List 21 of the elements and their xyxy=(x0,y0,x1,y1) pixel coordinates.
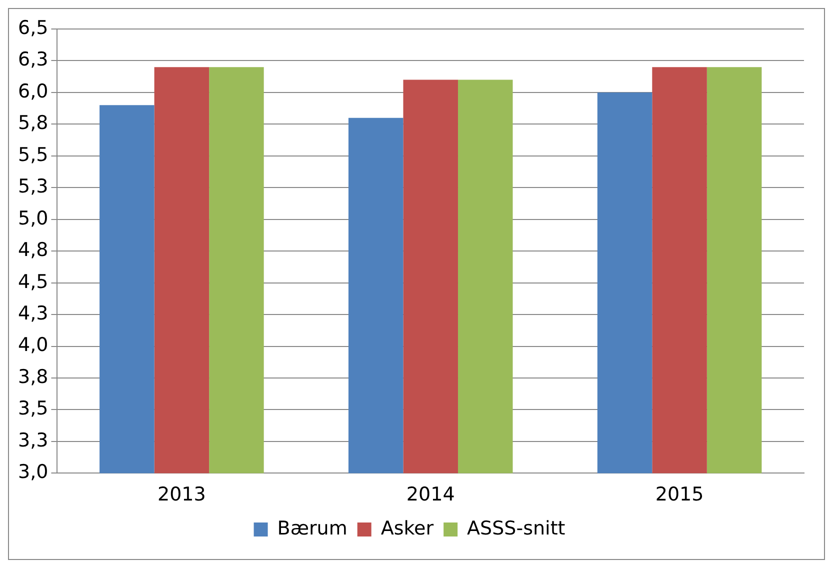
y-tick-label: 4,5 xyxy=(18,270,48,293)
y-tick-label: 3,0 xyxy=(18,461,48,484)
y-tick-label: 5,3 xyxy=(18,176,48,198)
y-tick-label: 4,3 xyxy=(18,302,48,324)
y-tick-label: 4,8 xyxy=(18,239,48,262)
y-tick-label: 3,3 xyxy=(18,429,48,452)
y-tick-label: 3,5 xyxy=(18,398,48,420)
x-tick-label: 2014 xyxy=(406,484,455,506)
y-tick-label: 5,0 xyxy=(18,207,48,230)
y-tick-label: 5,5 xyxy=(18,144,48,166)
y-tick-label: 5,8 xyxy=(18,112,48,134)
legend-label: Bærum xyxy=(277,517,348,540)
legend-label: Asker xyxy=(380,517,434,540)
x-tick-label: 2015 xyxy=(655,484,704,506)
y-tick-label: 6,3 xyxy=(18,48,48,71)
legend-label: ASSS-snitt xyxy=(467,517,566,540)
y-tick-label: 6,0 xyxy=(18,80,48,102)
y-tick-label: 6,5 xyxy=(18,16,48,39)
y-tick-label: 4,0 xyxy=(18,334,48,356)
y-tick-label: 3,8 xyxy=(18,366,48,388)
x-tick-label: 2013 xyxy=(158,484,206,506)
